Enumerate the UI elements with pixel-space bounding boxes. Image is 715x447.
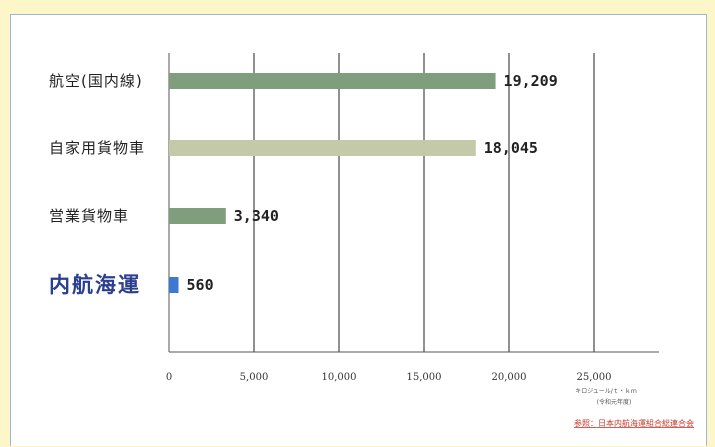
- x-tick-label: 20,000: [492, 372, 527, 383]
- x-axis-ticks: 0 5,000 10,000 15,000 20,000 25,000: [166, 372, 612, 383]
- category-label: 航空(国内線): [49, 72, 143, 90]
- value-label: 560: [187, 276, 214, 294]
- category-label: 内航海運: [49, 273, 141, 297]
- x-tick-label: 0: [166, 372, 172, 383]
- x-tick-label: 5,000: [240, 372, 269, 383]
- unit-label: キロジュール/ｔ・ｋｍ: [575, 387, 637, 395]
- category-label: 自家用貨物車: [49, 139, 145, 157]
- chart-panel: 航空(国内線) 自家用貨物車 営業貨物車内航海運 19,209 18,045 3,340…: [10, 14, 707, 446]
- x-tick-label: 25,000: [577, 372, 612, 383]
- bar: [169, 277, 179, 293]
- x-tick-label: 10,000: [322, 372, 357, 383]
- grid-lines: [168, 53, 659, 353]
- x-tick-label: 15,000: [407, 372, 442, 383]
- bars: [169, 73, 496, 293]
- unit-sublabel: (令和元年度): [597, 398, 632, 406]
- bar: [169, 140, 476, 156]
- value-labels: 19,209 18,045 3,340 560: [187, 72, 558, 294]
- bar: [169, 208, 226, 224]
- value-label: 18,045: [484, 139, 538, 157]
- value-label: 19,209: [504, 72, 558, 90]
- source-note: 参照：日本内航海運組合総連合会: [574, 418, 694, 428]
- value-label: 3,340: [234, 207, 279, 225]
- bar: [169, 73, 496, 89]
- category-label: 営業貨物車: [49, 207, 129, 225]
